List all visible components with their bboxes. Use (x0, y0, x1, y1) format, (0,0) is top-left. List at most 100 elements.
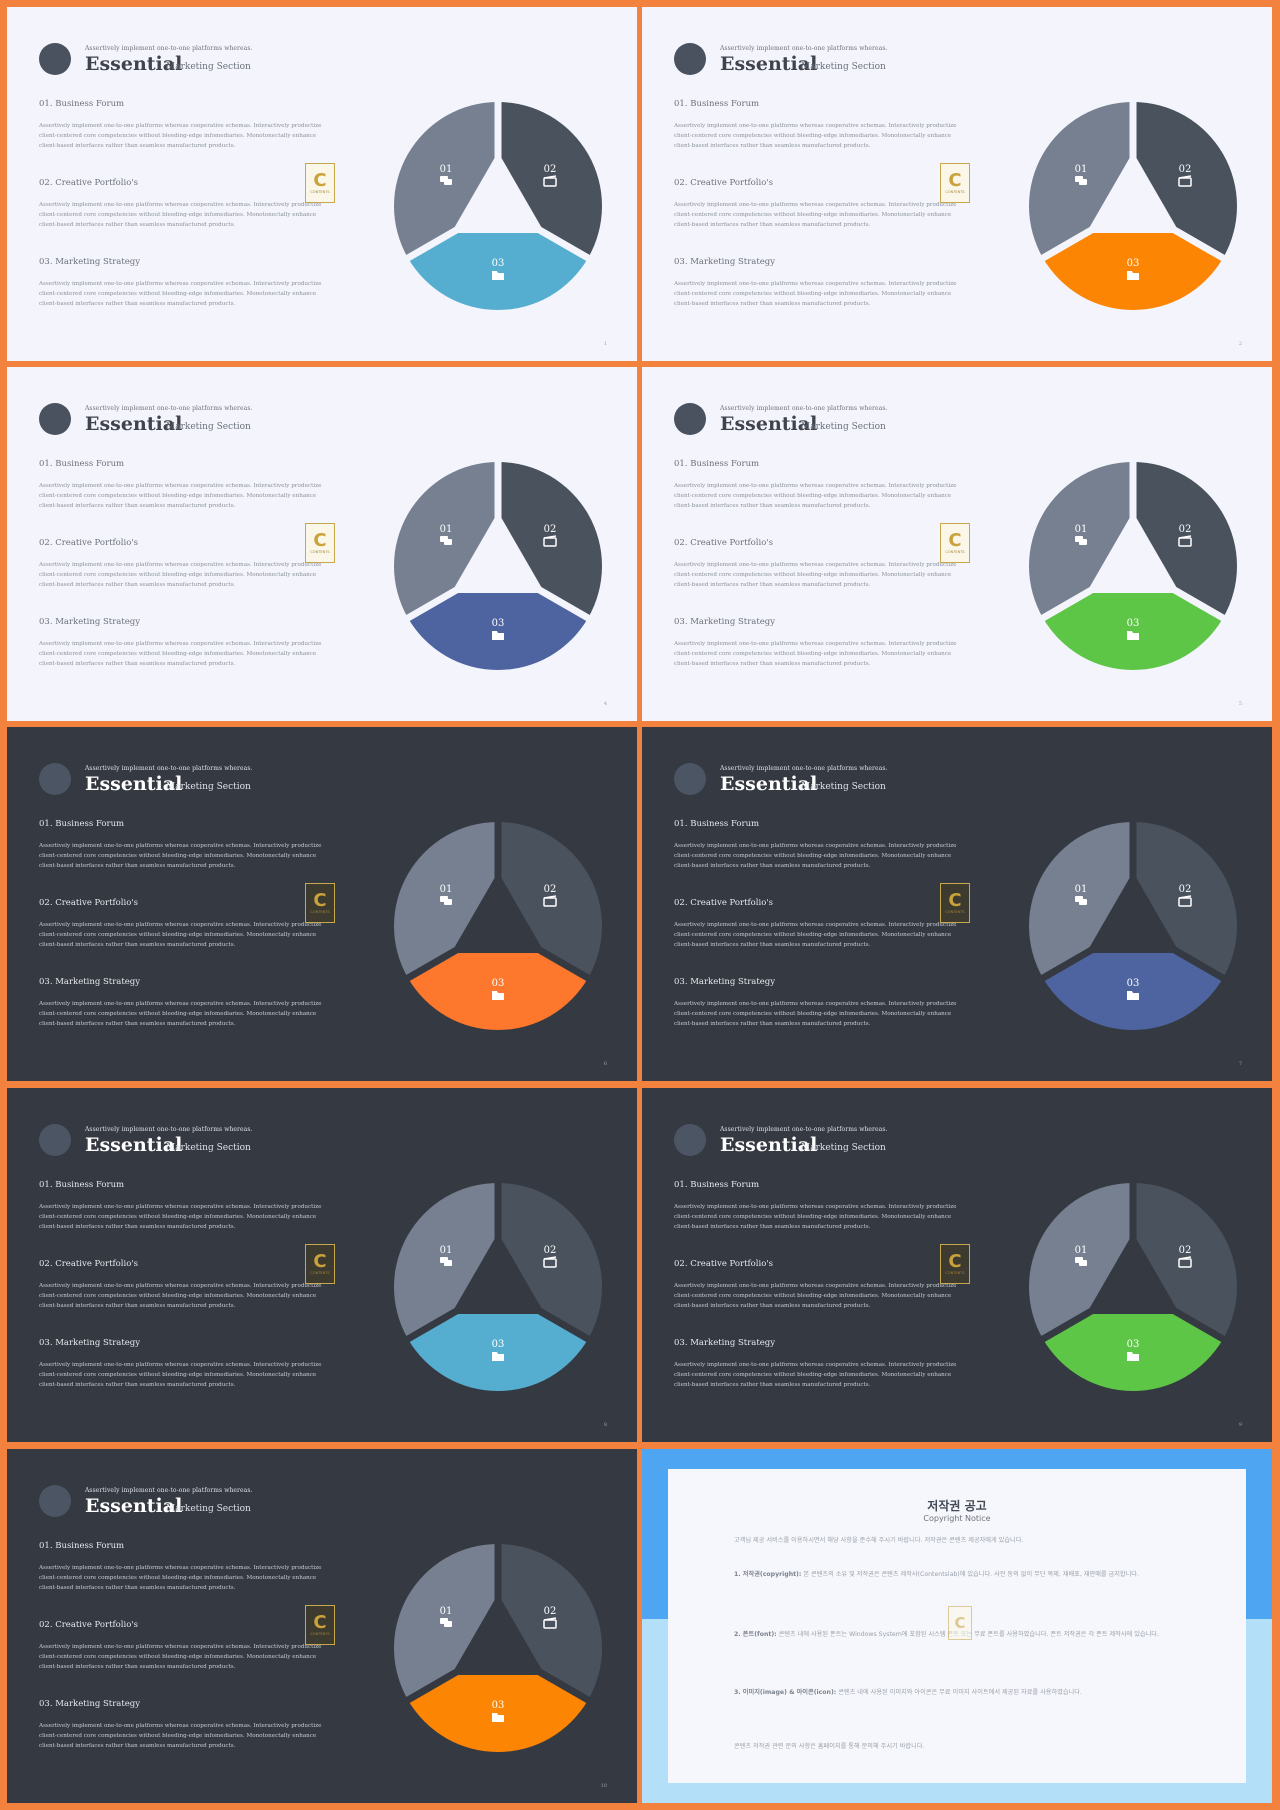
slide-subtitle: Marketing Section (166, 62, 251, 72)
page-number: 4 (603, 701, 607, 707)
section-heading: 02. Creative Portfolio's (39, 1259, 139, 1269)
pie-label: 01 (1075, 884, 1088, 895)
section-body: Assertively implement one-to-one platfor… (674, 641, 957, 667)
slide: Assertively implement one-to-one platfor… (642, 367, 1272, 721)
pie-label: 01 (440, 1606, 453, 1617)
logo-letter: C (313, 1250, 327, 1272)
tagline: Assertively implement one-to-one platfor… (85, 765, 253, 772)
slide: Assertively implement one-to-one platfor… (7, 1088, 637, 1442)
section-body: Assertively implement one-to-one platfor… (674, 843, 957, 869)
logo-text: CONTENTS (310, 189, 330, 194)
pie-center-triangle (451, 872, 545, 953)
section-heading: 03. Marketing Strategy (674, 257, 776, 267)
section-body: Assertively implement one-to-one platfor… (39, 1001, 322, 1027)
tagline: Assertively implement one-to-one platfor… (720, 405, 888, 412)
briefcase-icon (1178, 895, 1192, 907)
slide-title: Essential (85, 773, 183, 795)
briefcase-icon (1178, 1256, 1192, 1268)
section-heading: 03. Marketing Strategy (39, 977, 141, 987)
page-number: 1 (603, 341, 607, 347)
pie-label: 02 (1179, 164, 1192, 175)
pie-label: 02 (1179, 524, 1192, 535)
section-heading: 03. Marketing Strategy (674, 977, 776, 987)
pie-label: 02 (544, 1606, 557, 1617)
logo-letter: C (948, 529, 962, 551)
slide: Assertively implement one-to-one platfor… (642, 727, 1272, 1081)
copyright-item: 3. 이미지(image) & 아이콘(icon): 콘텐츠 내에 사용된 이미… (734, 1687, 1184, 1699)
pie-label: 03 (492, 978, 505, 989)
folder-icon (1127, 1352, 1139, 1361)
folder-icon (1127, 991, 1139, 1000)
chat-icon (1075, 176, 1087, 185)
pie-segment-03 (1042, 566, 1224, 670)
slide-subtitle: Marketing Section (801, 1143, 886, 1153)
chat-icon (440, 536, 452, 545)
page-number: 8 (603, 1422, 607, 1428)
copyright-subtitle: Copyright Notice (923, 1514, 991, 1523)
section-body: Assertively implement one-to-one platfor… (674, 483, 957, 509)
pie-segment-03 (1042, 926, 1224, 1030)
tagline: Assertively implement one-to-one platfor… (85, 405, 253, 412)
slide-subtitle: Marketing Section (166, 782, 251, 792)
section-heading: 03. Marketing Strategy (39, 617, 141, 627)
pie-segment-03 (407, 926, 589, 1030)
tri-pie-chart: 01 02 03 (1029, 820, 1237, 1030)
copyright-item: 1. 저작권(copyright): 본 콘텐츠의 소유 및 저작권은 콘텐츠 … (734, 1569, 1184, 1581)
section-body: Assertively implement one-to-one platfor… (39, 1204, 322, 1230)
tri-pie-chart: 01 02 03 (394, 820, 602, 1030)
section-body: Assertively implement one-to-one platfor… (39, 641, 322, 667)
section-body: Assertively implement one-to-one platfor… (674, 562, 957, 588)
tagline: Assertively implement one-to-one platfor… (720, 45, 888, 52)
slide-subtitle: Marketing Section (166, 1143, 251, 1153)
pie-label: 01 (1075, 164, 1088, 175)
tagline: Assertively implement one-to-one platfor… (85, 1126, 253, 1133)
pie-center-triangle (451, 512, 545, 593)
briefcase-icon (1178, 175, 1192, 187)
copyright-intro: 고객님 제공 서비스를 이용하시면서 해당 사항을 준수해 주시기 바랍니다. … (734, 1537, 1024, 1544)
section-heading: 01. Business Forum (39, 1180, 125, 1190)
pie-label: 02 (1179, 884, 1192, 895)
section-body: Assertively implement one-to-one platfor… (674, 1001, 957, 1027)
copyright-item-label: 1. 저작권(copyright): (734, 1571, 802, 1578)
section-heading: 03. Marketing Strategy (39, 257, 141, 267)
section-body: Assertively implement one-to-one platfor… (674, 922, 957, 948)
logo-text: CONTENTS (310, 909, 330, 914)
tri-pie-chart: 01 02 03 (394, 1181, 602, 1391)
contents-logo: C CONTENTS (305, 523, 335, 563)
tri-pie-chart: 01 02 03 (1029, 460, 1237, 670)
pie-label: 01 (1075, 524, 1088, 535)
tri-pie-chart: 01 02 03 (1029, 100, 1237, 310)
page-number: 5 (1238, 701, 1242, 707)
logo-text: CONTENTS (945, 189, 965, 194)
section-heading: 01. Business Forum (39, 819, 125, 829)
section-body: Assertively implement one-to-one platfor… (674, 202, 957, 228)
contents-logo: C CONTENTS (305, 1605, 335, 1645)
contents-logo: C CONTENTS (305, 1244, 335, 1284)
header-circle (39, 403, 71, 435)
tagline: Assertively implement one-to-one platfor… (720, 1126, 888, 1133)
chat-icon (440, 1257, 452, 1266)
header-circle (39, 43, 71, 75)
header-circle (39, 1485, 71, 1517)
header-circle (674, 763, 706, 795)
section-body: Assertively implement one-to-one platfor… (39, 1565, 322, 1591)
logo-text: CONTENTS (310, 549, 330, 554)
contents-logo: C CONTENTS (940, 163, 970, 203)
logo-letter: C (948, 889, 962, 911)
pie-label: 02 (544, 164, 557, 175)
copyright-slide: 저작권 공고 Copyright Notice 고객님 제공 서비스를 이용하시… (642, 1449, 1272, 1803)
pie-label: 01 (440, 884, 453, 895)
pie-label: 01 (440, 524, 453, 535)
section-heading: 02. Creative Portfolio's (674, 898, 774, 908)
section-body: Assertively implement one-to-one platfor… (39, 922, 322, 948)
logo-letter: C (948, 1250, 962, 1272)
folder-icon (492, 271, 504, 280)
chat-icon (1075, 536, 1087, 545)
logo-text: CONTENTS (945, 549, 965, 554)
section-body: Assertively implement one-to-one platfor… (39, 123, 322, 149)
slide-subtitle: Marketing Section (166, 1504, 251, 1514)
section-heading: 01. Business Forum (674, 1180, 760, 1190)
page-number: 6 (603, 1061, 607, 1067)
logo-text: CONTENTS (945, 909, 965, 914)
briefcase-icon (543, 1617, 557, 1629)
